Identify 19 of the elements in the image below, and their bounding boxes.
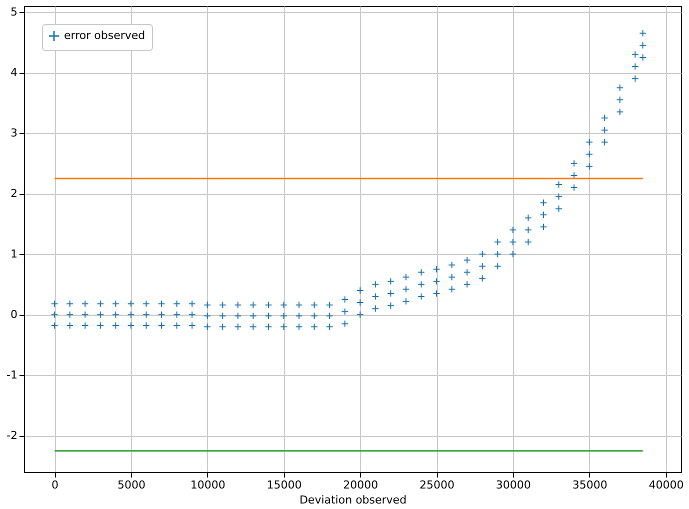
x-tick-label: 20000	[343, 478, 378, 492]
x-tick-label: 15000	[266, 478, 302, 492]
x-tick-label: 10000	[190, 478, 226, 492]
x-tick-label: 30000	[496, 478, 531, 492]
y-tick-label: -2	[6, 429, 18, 442]
x-tick-label: 5000	[117, 478, 146, 492]
y-tick-label: 0	[10, 308, 18, 322]
y-tick-label: 2	[10, 187, 18, 200]
x-tick-label: 40000	[648, 478, 684, 492]
y-tick-label: 5	[10, 6, 18, 19]
x-tick-label: 25000	[420, 478, 455, 492]
y-tick-label: -1	[6, 368, 18, 382]
y-tick-label: 4	[10, 66, 18, 80]
x-tick-label: 0	[52, 478, 59, 492]
x-axis-title: Deviation observed	[299, 494, 407, 506]
y-tick-label: 3	[10, 126, 18, 140]
legend-label: error observed	[64, 29, 146, 42]
y-tick-label: 1	[10, 248, 18, 261]
x-tick-label: 35000	[572, 478, 608, 492]
